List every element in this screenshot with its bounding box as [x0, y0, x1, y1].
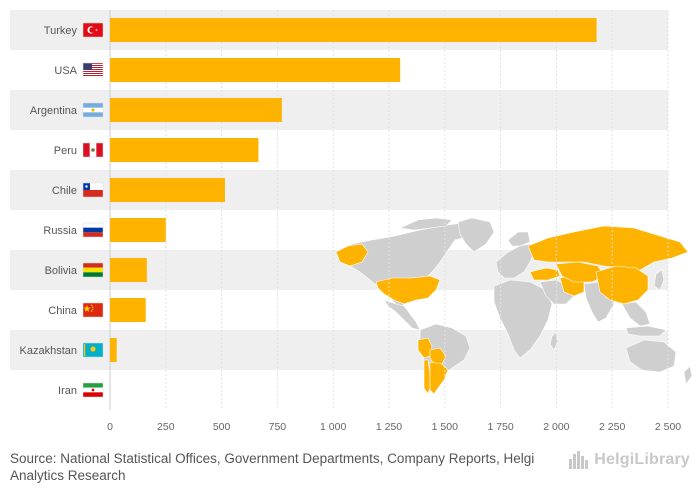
map-turkey [529, 267, 561, 281]
bar-chile[interactable] [110, 178, 225, 202]
row-band [10, 90, 668, 130]
source-label: Source: [10, 451, 57, 466]
map-north-america [337, 221, 479, 307]
flag-turkey-icon [82, 22, 104, 38]
gridlines [109, 10, 669, 410]
source-note: Source: National Statistical Offices, Go… [10, 450, 550, 484]
category-label: China [48, 305, 78, 317]
x-axis-ticks: 0 250 500 750 1 000 1 250 1 500 1 750 2 000 2 250… [107, 421, 681, 433]
x-tick-label: 750 [269, 421, 287, 433]
bar-russia[interactable] [110, 218, 166, 242]
map-argentina [429, 361, 449, 395]
brand-name: HelgiLibrary [594, 451, 690, 468]
bar-chart: Turkey USA Argentina Peru Chile Russia Bolivia… [10, 10, 693, 433]
map-usa [375, 275, 441, 305]
row-band [10, 170, 668, 210]
row-band [10, 330, 668, 370]
x-tick-label: 1 250 [376, 421, 402, 433]
bar-peru[interactable] [110, 138, 259, 162]
category-label: USA [54, 65, 77, 77]
map-china [595, 265, 649, 305]
bar-usa[interactable] [110, 58, 401, 82]
map-russia [527, 225, 689, 271]
bar-turkey[interactable] [110, 18, 597, 42]
bar-kazakhstan[interactable] [110, 338, 117, 362]
flag-usa-icon [82, 62, 104, 78]
x-tick-label: 2 000 [543, 421, 569, 433]
category-label: Russia [43, 225, 78, 237]
map-chile [423, 359, 431, 395]
map-usa-alaska [335, 243, 369, 267]
category-label: Kazakhstan [20, 345, 77, 357]
flag-china-icon [82, 302, 104, 318]
x-tick-label: 1 750 [487, 421, 513, 433]
category-label: Bolivia [45, 265, 78, 277]
flag-argentina-icon [82, 102, 104, 118]
map-africa [493, 279, 553, 359]
map-australia [625, 339, 677, 373]
flag-chile-icon [82, 182, 104, 198]
category-label: Turkey [44, 25, 78, 37]
bars [110, 18, 597, 362]
flag-russia-icon [82, 222, 104, 238]
category-label: Chile [52, 185, 77, 197]
x-tick-label: 1 500 [432, 421, 458, 433]
flag-bolivia-icon [82, 262, 104, 278]
map-europe [495, 243, 535, 279]
category-labels: Turkey USA Argentina Peru Chile Russia Bolivia… [20, 25, 78, 397]
map-japan [653, 269, 665, 291]
category-label: Argentina [30, 105, 78, 117]
brand-logo[interactable]: HelgiLibrary [568, 450, 690, 470]
flags [82, 22, 104, 398]
map-arctic-islands [398, 217, 453, 231]
bar-bolivia[interactable] [110, 258, 147, 282]
category-label: Peru [54, 145, 77, 157]
footer: Source: National Statistical Offices, Go… [0, 440, 700, 500]
x-tick-label: 250 [157, 421, 175, 433]
category-label: Iran [58, 385, 77, 397]
bar-china[interactable] [110, 298, 146, 322]
map-greenland [457, 217, 495, 253]
x-tick-label: 1 000 [320, 421, 346, 433]
library-buildings-icon [569, 451, 589, 469]
flag-kazakhstan-icon [82, 342, 104, 358]
flag-peru-icon [82, 142, 104, 158]
world-map [335, 217, 693, 395]
map-scandinavia [507, 231, 531, 247]
map-new-zealand [683, 365, 693, 385]
bar-argentina[interactable] [110, 98, 282, 122]
flag-iran-icon [82, 382, 104, 398]
x-tick-label: 500 [213, 421, 231, 433]
source-text: National Statistical Offices, Government… [10, 451, 535, 483]
x-tick-label: 2 250 [599, 421, 625, 433]
x-tick-label: 2 500 [655, 421, 681, 433]
map-indonesia [625, 325, 667, 337]
map-southeast-asia [621, 301, 651, 327]
x-tick-label: 0 [107, 421, 113, 433]
